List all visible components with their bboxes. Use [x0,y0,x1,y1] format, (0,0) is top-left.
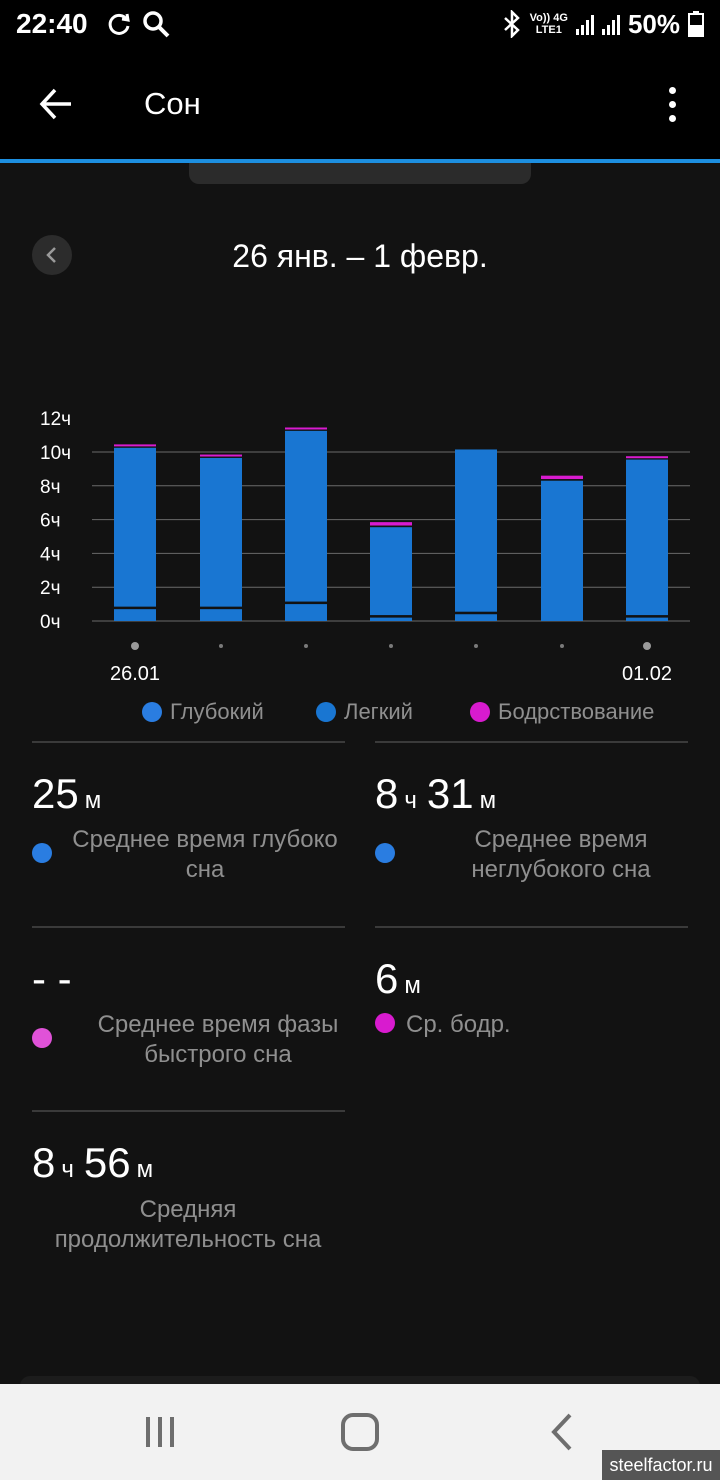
stat-rem-value: - - [32,955,72,1002]
bar-awake [200,454,242,457]
accent-line [0,159,720,163]
awake-dot-icon [375,1013,395,1033]
back-icon [551,1413,572,1451]
app-bar: Сон [0,48,720,160]
bar-awake [285,427,327,430]
stat-awake-value: 6 м [375,955,421,1002]
light-dot-icon [375,843,395,863]
system-nav-bar [0,1384,720,1480]
bar-deep [370,617,412,621]
more-options-button[interactable] [652,76,692,132]
legend-light: Легкий [316,699,413,725]
bar-light [541,480,583,621]
home-icon [341,1413,379,1451]
bar-deep [114,609,156,621]
sleep-chart: 12ч 10ч 8ч 6ч 4ч 2ч 0ч 26.01 01.02 [40,409,690,685]
y-tick-label: 10ч [40,443,71,464]
stat-deep-value: 25 м [32,770,102,817]
sync-icon [108,13,130,35]
deep-dot-icon [32,843,52,863]
x-tick-dot [131,642,139,650]
bar-awake [541,475,583,480]
bluetooth-icon [503,10,520,38]
x-tick-dot [219,644,223,648]
bar-light [626,459,668,616]
x-tick-dot [560,644,564,648]
stat-light-value: 8 ч 31 м [375,770,497,817]
light-dot-icon [316,702,336,722]
bar-deep [285,604,327,621]
x-tick-dot [474,644,478,648]
signal-icon-2 [601,13,620,35]
bar-deep [626,617,668,621]
stat-light-label: Среднее время неглубокого сна [471,826,651,883]
bar-light [455,449,497,612]
divider [32,741,345,743]
more-vertical-icon [668,86,676,94]
x-tick-dot [389,644,393,648]
awake-dot-icon [470,702,490,722]
y-tick-label: 6ч [40,511,60,532]
divider [375,741,688,743]
bar-awake [370,522,412,526]
stat-awake-label: Ср. бодр. [406,1011,511,1038]
bar-light [114,447,156,607]
legend-deep: Глубокий [142,699,264,725]
page-title: Сон [144,86,201,121]
prev-week-button[interactable] [32,235,72,275]
stat-deep-label: Среднее время глубоко сна [72,826,338,883]
status-bar: 22:40 Vo)) 4G LTE1 50% [0,0,720,48]
divider [32,926,345,928]
y-tick-label: 4ч [40,544,60,565]
x-tick-dot [304,644,308,648]
battery-icon [688,11,704,37]
rem-dot-icon [32,1028,52,1048]
status-time: 22:40 [16,8,88,39]
y-tick-label: 12ч [40,409,71,430]
bar-awake [114,444,156,447]
x-tick-dot [643,642,651,650]
chart-legend: Глубокий Легкий Бодрствование [0,699,720,729]
y-tick-label: 2ч [40,578,60,599]
arrow-left-icon [39,88,71,120]
system-back-button[interactable] [502,1384,622,1480]
stat-total-label: Средняя продолжительность сна [54,1196,322,1253]
x-tick-label: 26.01 [110,663,160,685]
x-tick-label: 01.02 [622,663,672,685]
battery-percent: 50% [627,8,680,39]
watermark: steelfactor.ru [602,1450,720,1480]
bar-light [285,430,327,602]
y-tick-label: 0ч [40,612,60,633]
bar-light [370,527,412,616]
stat-total-value: 8 ч 56 м [32,1139,154,1186]
date-range: 26 янв. – 1 февр. [232,238,488,274]
stat-rem-label: Среднее время фазы быстрого сна [97,1011,339,1068]
y-tick-label: 8ч [40,477,60,498]
legend-awake: Бодрствование [470,699,654,725]
recent-apps-button[interactable] [100,1384,220,1480]
deep-dot-icon [142,702,162,722]
bar-deep [200,609,242,621]
bar-light [200,457,242,607]
signal-icon [575,13,594,35]
search-icon [142,11,170,38]
bar-deep [455,614,497,621]
back-button[interactable] [28,76,84,132]
divider [375,926,688,928]
home-button[interactable] [300,1384,420,1480]
divider [32,1110,345,1112]
chevron-left-icon [46,247,56,263]
sheet-handle[interactable] [189,163,531,184]
recent-apps-icon [146,1417,174,1447]
bar-awake [626,456,668,459]
network-indicator: Vo)) 4G LTE1 [529,12,568,36]
